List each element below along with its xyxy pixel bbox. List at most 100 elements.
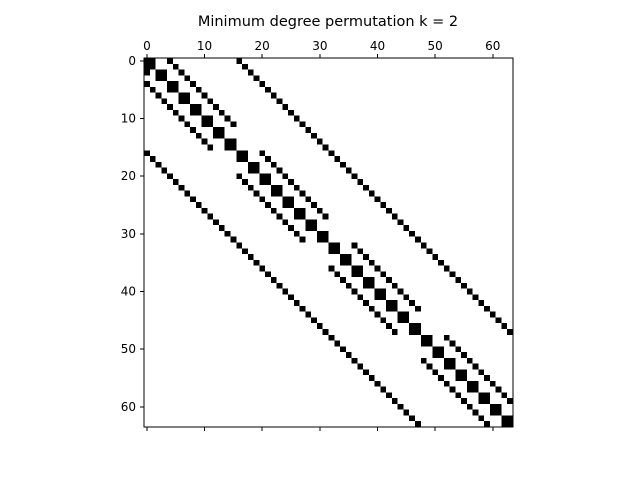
nonzero-cell <box>340 161 346 168</box>
nonzero-cell <box>276 184 283 191</box>
nonzero-cell <box>386 300 392 306</box>
nonzero-cell <box>155 92 162 99</box>
nonzero-cell <box>374 294 381 301</box>
nonzero-cell <box>363 277 369 283</box>
nonzero-cell <box>420 334 427 341</box>
nonzero-cell <box>236 58 243 64</box>
axes-frame <box>143 57 514 428</box>
nonzero-cell <box>374 196 381 203</box>
nonzero-cell <box>144 58 150 64</box>
nonzero-cell <box>449 386 456 393</box>
nonzero-cell <box>265 156 271 162</box>
nonzero-cell <box>253 75 260 82</box>
nonzero-cell <box>489 380 496 387</box>
nonzero-cell <box>190 104 196 110</box>
nonzero-cell <box>149 58 156 64</box>
nonzero-cell <box>495 386 502 393</box>
nonzero-cell <box>391 328 398 335</box>
nonzero-cell <box>282 288 289 295</box>
nonzero-cell <box>316 138 323 145</box>
nonzero-cell <box>316 236 323 243</box>
nonzero-cell <box>207 98 214 105</box>
nonzero-cell <box>478 369 485 376</box>
nonzero-cell <box>345 352 352 358</box>
nonzero-cell <box>201 92 208 99</box>
nonzero-cell <box>489 409 496 416</box>
nonzero-cell <box>478 300 485 306</box>
nonzero-cell <box>466 403 473 410</box>
nonzero-cell <box>386 392 392 399</box>
x-tick-label: 20 <box>255 39 270 53</box>
nonzero-cell <box>380 271 387 278</box>
nonzero-cell <box>426 248 433 255</box>
nonzero-cell <box>218 109 225 116</box>
nonzero-cell <box>426 334 433 341</box>
nonzero-cell <box>328 242 335 249</box>
nonzero-cell <box>443 265 450 272</box>
nonzero-cell <box>282 219 289 226</box>
nonzero-cell <box>455 369 462 376</box>
nonzero-cell <box>357 248 364 255</box>
nonzero-cell <box>311 132 317 139</box>
nonzero-cell <box>368 375 375 381</box>
nonzero-cell <box>380 317 387 324</box>
nonzero-cell <box>144 69 150 76</box>
nonzero-cell <box>357 271 364 278</box>
nonzero-cell <box>484 375 490 381</box>
nonzero-cell <box>259 150 266 157</box>
nonzero-cell <box>380 386 387 393</box>
nonzero-cell <box>397 219 404 226</box>
nonzero-cell <box>328 334 335 341</box>
nonzero-cell <box>265 202 271 208</box>
nonzero-cell <box>391 398 398 404</box>
nonzero-cell <box>472 294 479 301</box>
nonzero-cell <box>328 265 335 272</box>
nonzero-cell <box>207 213 214 220</box>
nonzero-cell <box>201 121 208 128</box>
nonzero-cell <box>322 213 329 220</box>
nonzero-cell <box>276 190 283 197</box>
nonzero-cell <box>426 363 433 370</box>
nonzero-cell <box>316 230 323 237</box>
nonzero-cell <box>293 184 300 191</box>
nonzero-cell <box>299 236 306 243</box>
x-tick-label: 50 <box>428 39 443 53</box>
nonzero-cell <box>345 282 352 289</box>
nonzero-cell <box>178 115 185 122</box>
nonzero-cell <box>218 132 225 139</box>
nonzero-cell <box>247 161 254 168</box>
nonzero-cell <box>507 328 513 335</box>
nonzero-cell <box>276 98 283 105</box>
nonzero-cell <box>218 225 225 231</box>
nonzero-cell <box>207 115 214 122</box>
nonzero-cell <box>414 421 421 427</box>
nonzero-cell <box>167 104 173 110</box>
nonzero-cell <box>288 179 294 185</box>
nonzero-cell <box>259 265 266 272</box>
nonzero-cell <box>484 421 490 427</box>
nonzero-cell <box>242 63 248 70</box>
nonzero-cell <box>282 173 289 180</box>
nonzero-cell <box>449 271 456 278</box>
nonzero-cell <box>461 375 467 381</box>
nonzero-cell <box>218 127 225 133</box>
nonzero-cell <box>236 242 243 249</box>
nonzero-cell <box>351 271 358 278</box>
nonzero-cell <box>461 282 467 289</box>
nonzero-cell <box>213 127 219 133</box>
nonzero-cell <box>466 357 473 364</box>
nonzero-cell <box>386 207 392 214</box>
nonzero-cell <box>184 121 191 128</box>
nonzero-cell <box>184 190 191 197</box>
nonzero-cell <box>293 115 300 122</box>
nonzero-cell <box>368 190 375 197</box>
nonzero-cell <box>409 230 415 237</box>
nonzero-cell <box>363 254 369 260</box>
nonzero-cell <box>357 265 364 272</box>
nonzero-cell <box>391 300 398 306</box>
nonzero-cell <box>374 380 381 387</box>
nonzero-cell <box>414 236 421 243</box>
nonzero-cell <box>213 219 219 226</box>
nonzero-cell <box>334 271 341 278</box>
nonzero-cell <box>322 230 329 237</box>
